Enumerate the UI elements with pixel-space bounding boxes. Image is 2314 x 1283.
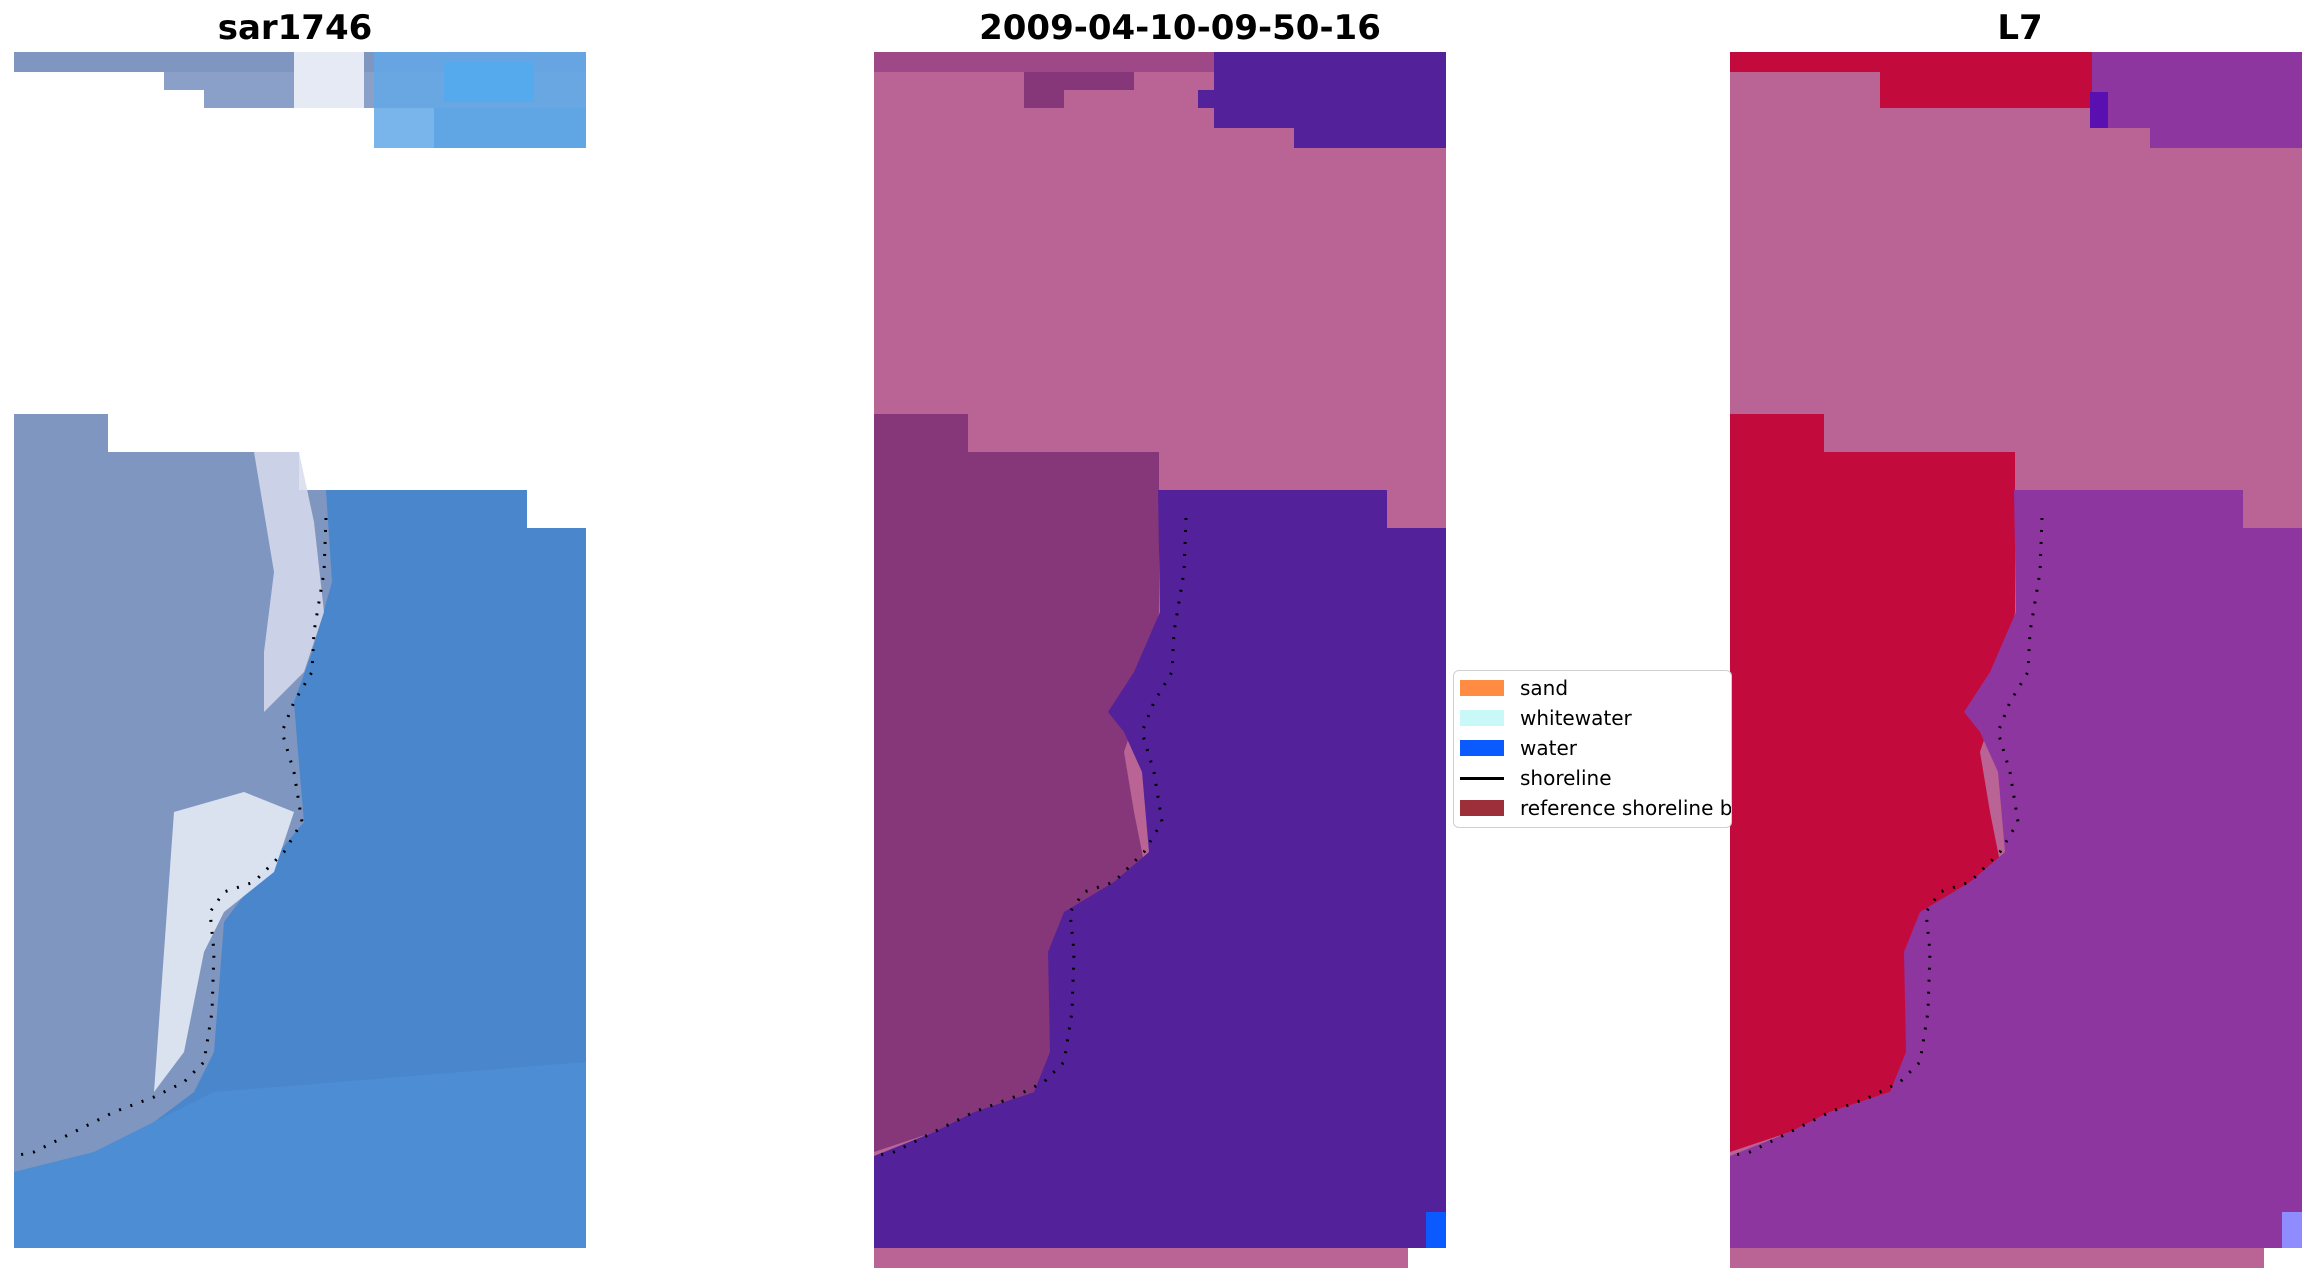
- shoreline-line-swatch: [1460, 776, 1504, 780]
- legend-item-whitewater: whitewater: [1460, 703, 1632, 733]
- panel-title-classified: 2009-04-10-09-50-16: [979, 8, 1381, 48]
- legend-label-water: water: [1520, 736, 1577, 760]
- legend-label-whitewater: whitewater: [1520, 706, 1632, 730]
- legend-item-water: water: [1460, 733, 1577, 763]
- legend-label-shoreline: shoreline: [1520, 766, 1612, 790]
- sand-swatch: [1460, 680, 1504, 696]
- whitewater-swatch: [1460, 710, 1504, 726]
- legend: sand whitewater water shoreline referenc…: [1453, 670, 1732, 828]
- legend-item-sand: sand: [1460, 673, 1568, 703]
- water-swatch: [1460, 740, 1504, 756]
- classified-image: [874, 52, 1446, 1268]
- legend-label-reference-shoreline: reference shoreline buffer: [1520, 796, 1732, 820]
- legend-item-reference-shoreline: reference shoreline buffer: [1460, 793, 1732, 823]
- legend-label-sand: sand: [1520, 676, 1569, 700]
- rgb-main: [14, 414, 586, 1248]
- rgb-top-strip: [14, 52, 586, 148]
- l7-image: [1730, 52, 2302, 1268]
- reference-shoreline-swatch: [1460, 800, 1504, 816]
- rgb-image: [14, 52, 586, 1248]
- legend-item-shoreline: shoreline: [1460, 763, 1612, 793]
- panel-title-rgb: sar1746: [217, 8, 373, 48]
- panel-title-l7: L7: [1997, 8, 2043, 48]
